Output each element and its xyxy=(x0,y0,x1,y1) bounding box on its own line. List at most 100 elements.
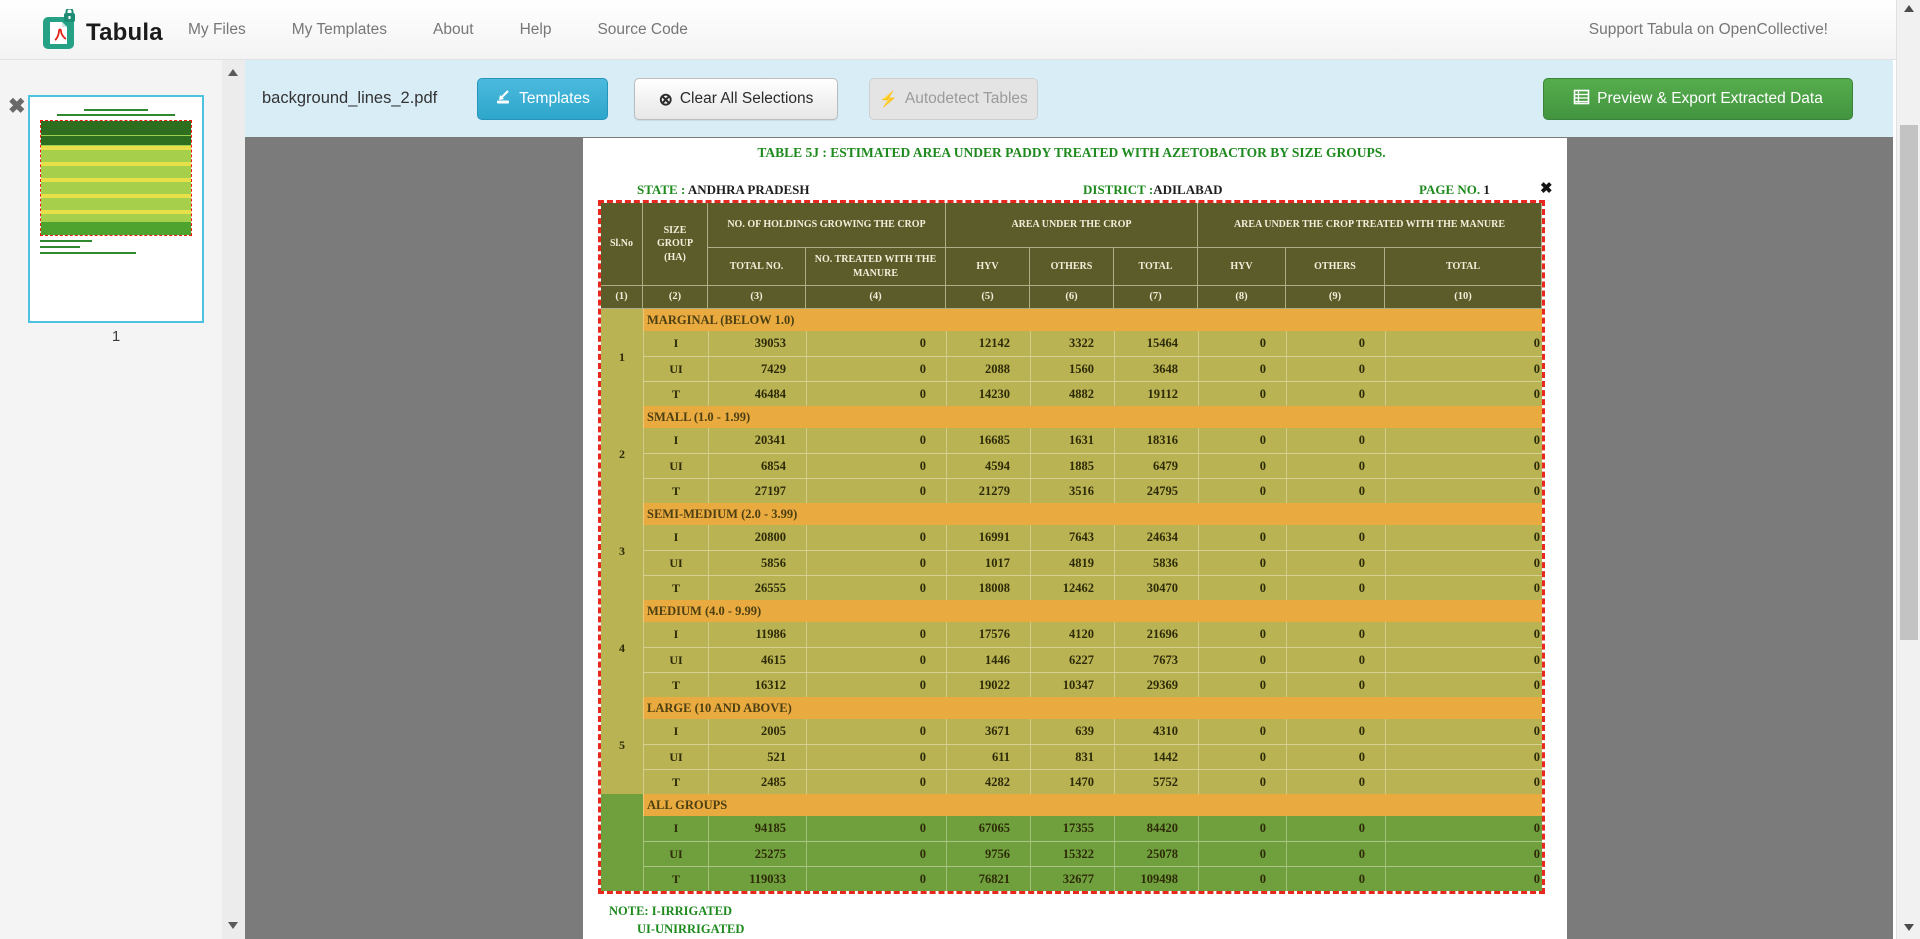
header-area-total: TOTAL xyxy=(1114,248,1198,286)
cell-value: 17576 xyxy=(946,622,1030,647)
cell-value: 0 xyxy=(1198,478,1286,503)
scroll-up-icon[interactable] xyxy=(228,69,238,76)
cell-value: 0 xyxy=(806,866,946,891)
pdf-note-line1: NOTE: I-IRRIGATED xyxy=(609,904,732,919)
table-group: 2SMALL (1.0 - 1.99)I20341016685163118316… xyxy=(601,406,1542,503)
cell-value: 0 xyxy=(1385,841,1542,866)
cell-value: 0 xyxy=(806,525,946,550)
group-label: LARGE (10 AND ABOVE) xyxy=(643,697,1542,719)
document-toolbar: background_lines_2.pdf Templates ⊗ Clear… xyxy=(245,60,1893,137)
templates-button[interactable]: Templates xyxy=(477,78,608,120)
group-slno: 4 xyxy=(601,600,643,697)
cell-value: 24795 xyxy=(1114,478,1198,503)
row-type: UI xyxy=(643,841,708,866)
cell-value: 2088 xyxy=(946,356,1030,381)
brand-title: Tabula xyxy=(86,19,163,47)
cell-value: 0 xyxy=(1385,381,1542,406)
cell-value: 0 xyxy=(1198,647,1286,672)
district-value: ADILABAD xyxy=(1153,182,1222,197)
cell-value: 0 xyxy=(1198,841,1286,866)
pdf-state-line: STATE : ANDHRA PRADESH xyxy=(637,182,810,198)
scroll-down-icon[interactable] xyxy=(1904,924,1914,931)
cell-value: 1446 xyxy=(946,647,1030,672)
cell-value: 0 xyxy=(1286,672,1385,697)
scroll-down-icon[interactable] xyxy=(228,922,238,929)
cell-value: 1631 xyxy=(1030,428,1114,453)
header-col-number: (7) xyxy=(1114,286,1198,309)
group-label: SEMI-MEDIUM (2.0 - 3.99) xyxy=(643,503,1542,525)
cell-value: 4310 xyxy=(1114,719,1198,744)
nav-item-my-files[interactable]: My Files xyxy=(188,21,246,39)
nav-item-source-code[interactable]: Source Code xyxy=(597,21,687,39)
window-scrollbar[interactable] xyxy=(1896,0,1920,939)
cell-value: 0 xyxy=(1385,331,1542,356)
pages-sidebar: ✖ 1 xyxy=(0,60,222,939)
cell-value: 25275 xyxy=(708,841,806,866)
pdf-table: Sl.No SIZE GROUP (HA) NO. OF HOLDINGS GR… xyxy=(601,203,1542,891)
nav-item-my-templates[interactable]: My Templates xyxy=(292,21,387,39)
cell-value: 4120 xyxy=(1030,622,1114,647)
sidebar-scrollbar[interactable] xyxy=(222,60,245,939)
cell-value: 0 xyxy=(1198,428,1286,453)
table-group: ALL GROUPSI941850670651735584420000UI252… xyxy=(601,794,1542,891)
cell-value: 0 xyxy=(1198,381,1286,406)
cell-value: 0 xyxy=(1385,866,1542,891)
group-slno xyxy=(601,794,643,891)
cell-value: 20800 xyxy=(708,525,806,550)
cell-value: 4615 xyxy=(708,647,806,672)
cell-value: 7429 xyxy=(708,356,806,381)
cell-value: 0 xyxy=(1286,769,1385,794)
thumbnail-page-number: 1 xyxy=(28,328,204,345)
cell-value: 0 xyxy=(1385,769,1542,794)
remove-page-icon[interactable]: ✖ xyxy=(8,96,26,117)
cell-value: 0 xyxy=(806,575,946,600)
cell-value: 0 xyxy=(806,356,946,381)
cell-value: 119033 xyxy=(708,866,806,891)
cell-value: 19112 xyxy=(1114,381,1198,406)
cell-value: 15464 xyxy=(1114,331,1198,356)
header-area-hyv: HYV xyxy=(946,248,1030,286)
preview-export-button[interactable]: Preview & Export Extracted Data xyxy=(1543,78,1853,120)
row-type: T xyxy=(643,769,708,794)
cell-value: 0 xyxy=(1385,647,1542,672)
cell-value: 0 xyxy=(806,769,946,794)
cell-value: 0 xyxy=(806,744,946,769)
scrollbar-thumb[interactable] xyxy=(1900,125,1918,640)
cell-value: 1560 xyxy=(1030,356,1114,381)
clear-all-selections-button[interactable]: ⊗ Clear All Selections xyxy=(634,78,838,120)
autodetect-tables-button[interactable]: ⚡ Autodetect Tables xyxy=(869,78,1038,120)
cell-value: 25078 xyxy=(1114,841,1198,866)
page-thumbnail[interactable] xyxy=(28,95,204,323)
nav-item-about[interactable]: About xyxy=(433,21,474,39)
header-size-group: SIZE GROUP (HA) xyxy=(643,203,708,286)
scroll-up-icon[interactable] xyxy=(1904,5,1914,12)
header-col-number: (9) xyxy=(1286,286,1385,309)
cell-value: 30470 xyxy=(1114,575,1198,600)
header-col-number: (5) xyxy=(946,286,1030,309)
cell-value: 639 xyxy=(1030,719,1114,744)
cell-value: 0 xyxy=(1286,719,1385,744)
cell-value: 0 xyxy=(1286,428,1385,453)
cell-value: 26555 xyxy=(708,575,806,600)
pdf-table-header: Sl.No SIZE GROUP (HA) NO. OF HOLDINGS GR… xyxy=(601,203,1542,309)
brand-link[interactable]: Tabula xyxy=(42,9,163,56)
pdf-note-line2: UI-UNIRRIGATED xyxy=(637,922,744,937)
cell-value: 0 xyxy=(1286,647,1385,672)
cell-value: 0 xyxy=(806,719,946,744)
header-treated-hyv: HYV xyxy=(1198,248,1286,286)
header-treated-total: TOTAL xyxy=(1385,248,1542,286)
cell-value: 6479 xyxy=(1114,453,1198,478)
nav-item-help[interactable]: Help xyxy=(520,21,552,39)
row-type: I xyxy=(643,331,708,356)
selection-close-icon[interactable]: ✖ xyxy=(1540,179,1553,197)
header-treated-others: OTHERS xyxy=(1286,248,1385,286)
cell-value: 0 xyxy=(1286,841,1385,866)
cell-value: 0 xyxy=(1385,575,1542,600)
cell-value: 16685 xyxy=(946,428,1030,453)
cell-value: 18008 xyxy=(946,575,1030,600)
row-type: UI xyxy=(643,744,708,769)
support-link[interactable]: Support Tabula on OpenCollective! xyxy=(1589,0,1828,60)
cell-value: 0 xyxy=(1198,672,1286,697)
cell-value: 0 xyxy=(1385,672,1542,697)
row-type: UI xyxy=(643,453,708,478)
